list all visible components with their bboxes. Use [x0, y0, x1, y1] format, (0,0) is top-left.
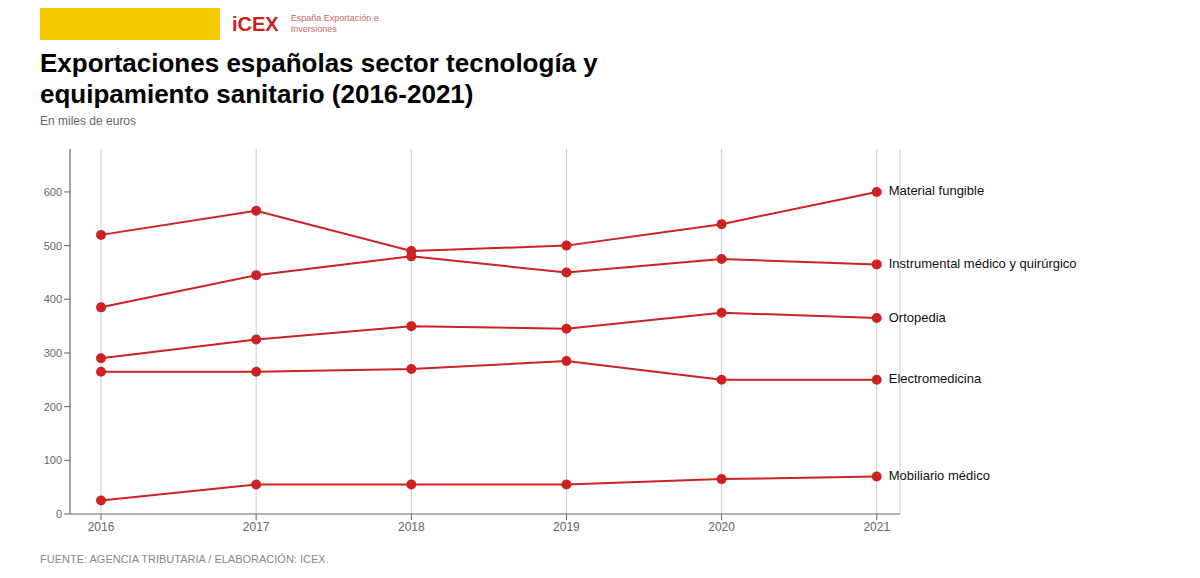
- svg-text:100: 100: [44, 454, 62, 466]
- svg-text:2016: 2016: [88, 520, 115, 534]
- svg-text:300: 300: [44, 347, 62, 359]
- svg-text:Electromedicina: Electromedicina: [889, 371, 982, 386]
- svg-text:2021: 2021: [863, 520, 890, 534]
- svg-text:2020: 2020: [708, 520, 735, 534]
- svg-text:2019: 2019: [553, 520, 580, 534]
- svg-text:2018: 2018: [398, 520, 425, 534]
- html-text:En miles de euros: En miles de euros: [40, 114, 136, 128]
- svg-text:400: 400: [44, 293, 62, 305]
- html-text:iCEX: iCEX: [232, 12, 279, 35]
- svg-text:Ortopedia: Ortopedia: [889, 310, 947, 325]
- html-text:España Exportación e Inversion: España Exportación e Inversiones: [290, 13, 379, 34]
- html-text:FUENTE: AGENCIA TRIBUTARIA / E: FUENTE: AGENCIA TRIBUTARIA / ELABORACIÓN…: [40, 553, 329, 565]
- svg-text:600: 600: [44, 186, 62, 198]
- html-text:Exportaciones españolas sector: Exportaciones españolas sector tecnologí…: [40, 48, 598, 109]
- svg-text:500: 500: [44, 240, 62, 252]
- svg-text:0: 0: [56, 508, 62, 520]
- svg-text:200: 200: [44, 401, 62, 413]
- svg-text:Instrumental médico y quirúrgi: Instrumental médico y quirúrgico: [889, 256, 1077, 271]
- svg-text:Material fungible: Material fungible: [889, 183, 984, 198]
- svg-text:2017: 2017: [243, 520, 270, 534]
- svg-text:Mobiliario médico: Mobiliario médico: [889, 468, 990, 483]
